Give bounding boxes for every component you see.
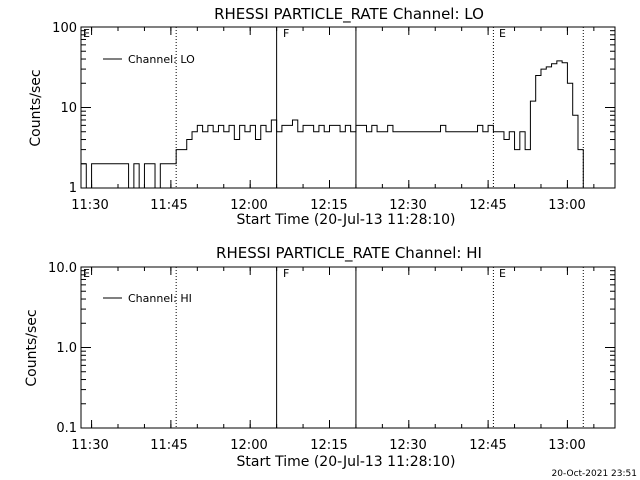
lo-x-tick-label: 12:45: [469, 198, 506, 213]
hi-y-axis-label: Counts/sec: [24, 309, 40, 386]
hi-chart-title: RHESSI PARTICLE_RATE Channel: HI: [216, 244, 482, 263]
lo-tick-marks: [81, 26, 615, 189]
lo-marker-label-e: E: [499, 27, 506, 40]
hi-marker-label-e: E: [499, 267, 506, 280]
lo-x-tick-label: 12:30: [389, 198, 426, 213]
lo-x-tick-label: 12:15: [310, 198, 347, 213]
hi-channel-panel: RHESSI PARTICLE_RATE Channel: HI Counts/…: [24, 244, 616, 470]
lo-x-tick-label: 13:00: [548, 198, 585, 213]
lo-channel-panel: RHESSI PARTICLE_RATE Channel: LO Counts/…: [28, 5, 616, 228]
hi-y-tick-label: 10.0: [48, 261, 77, 276]
hi-legend-label: Channel: HI: [128, 292, 192, 305]
lo-corner-marker-label: E: [83, 27, 90, 40]
lo-x-tick-label: 12:00: [230, 198, 267, 213]
hi-x-tick-label: 12:15: [310, 438, 347, 453]
lo-x-axis-label: Start Time (20-Jul-13 11:28:10): [236, 212, 455, 228]
lo-y-tick-label: 10: [60, 101, 77, 116]
lo-series-line: [81, 60, 584, 189]
hi-x-tick-label: 12:45: [469, 438, 506, 453]
hi-x-tick-label: 11:30: [71, 438, 108, 453]
hi-x-tick-label: 13:00: [548, 438, 585, 453]
lo-x-tick-label: 11:30: [71, 198, 108, 213]
lo-series-group: [81, 60, 584, 189]
lo-chart-title: RHESSI PARTICLE_RATE Channel: LO: [214, 5, 484, 24]
hi-x-tick-label: 12:00: [230, 438, 267, 453]
hi-marker-label-f: F: [283, 267, 289, 280]
lo-y-tick-label: 1: [69, 181, 77, 196]
lo-event-markers: [175, 27, 584, 188]
footer-timestamp: 20-Oct-2021 23:51: [552, 469, 637, 479]
hi-event-markers: [175, 267, 584, 428]
lo-y-axis-label: Counts/sec: [28, 69, 44, 146]
hi-x-tick-label: 11:45: [150, 438, 187, 453]
lo-legend-label: Channel: LO: [128, 53, 195, 66]
hi-tick-marks: [81, 266, 615, 429]
hi-y-tick-label: 0.1: [56, 421, 77, 436]
hi-y-tick-label: 1.0: [56, 341, 77, 356]
hi-x-tick-label: 12:30: [389, 438, 426, 453]
hi-corner-marker-label: E: [83, 267, 90, 280]
lo-y-tick-label: 100: [52, 21, 77, 36]
lo-x-tick-label: 11:45: [150, 198, 187, 213]
lo-marker-label-f: F: [283, 27, 289, 40]
hi-x-axis-label: Start Time (20-Jul-13 11:28:10): [236, 454, 455, 470]
